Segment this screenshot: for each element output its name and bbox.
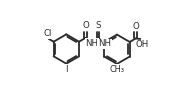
Text: OH: OH (136, 40, 149, 49)
Text: O: O (132, 22, 139, 31)
Text: Cl: Cl (43, 29, 52, 38)
Text: NH: NH (86, 39, 98, 48)
Text: NH: NH (98, 39, 111, 48)
Text: S: S (95, 21, 101, 30)
Text: O: O (82, 21, 89, 30)
Text: CH₃: CH₃ (109, 65, 124, 74)
Text: I: I (65, 65, 67, 74)
